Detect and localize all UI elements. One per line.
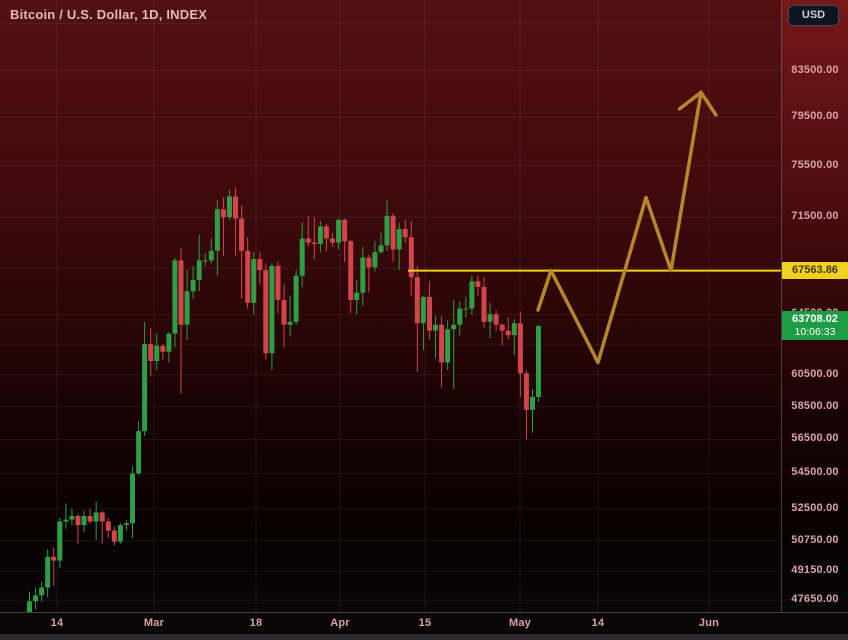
projection-arrow-drawing[interactable] [536,90,718,365]
candlestick-series [27,187,541,612]
time-axis-label: Apr [330,617,350,629]
chart-canvas[interactable] [0,0,781,612]
price-axis-label: 52500.00 [791,502,839,514]
symbol-title[interactable]: Bitcoin / U.S. Dollar, 1D, INDEX [10,7,208,22]
price-axis-background [782,0,848,612]
last-price-tag: 63708.02 10:06:33 [782,311,848,340]
time-axis-label: 14 [50,617,64,629]
time-axis[interactable]: 14 Mar 18 Apr 15 May 14 Jun [0,612,848,634]
price-axis-label: 58500.00 [791,400,839,412]
price-axis-label: 79500.00 [791,110,839,122]
price-axis-label: 54500.00 [791,466,839,478]
price-axis-label: 71500.00 [791,210,839,222]
time-axis-label: Jun [698,617,720,629]
price-axis-label: 50750.00 [791,534,839,546]
currency-usd-button[interactable]: USD [788,5,839,26]
price-axis-label: 56500.00 [791,432,839,444]
time-axis-label: 18 [249,617,263,629]
level-price-tag[interactable]: 67563.86 [782,262,848,279]
time-axis-label: May [509,617,531,629]
time-axis-label: 15 [418,617,432,629]
price-axis-label: 60500.00 [791,368,839,380]
price-axis-label: 83500.00 [791,64,839,76]
last-price-value: 63708.02 [792,313,838,325]
price-axis-label: 49150.00 [791,564,839,576]
price-axis-label: 47650.00 [791,593,839,605]
price-axis-border [781,0,782,634]
time-axis-label: Mar [143,617,165,629]
gridlines [0,0,781,612]
price-axis-label: 75500.00 [791,159,839,171]
candle-countdown: 10:06:33 [794,326,836,338]
time-axis-label: 14 [591,617,605,629]
window-bottom-strip [0,634,848,640]
